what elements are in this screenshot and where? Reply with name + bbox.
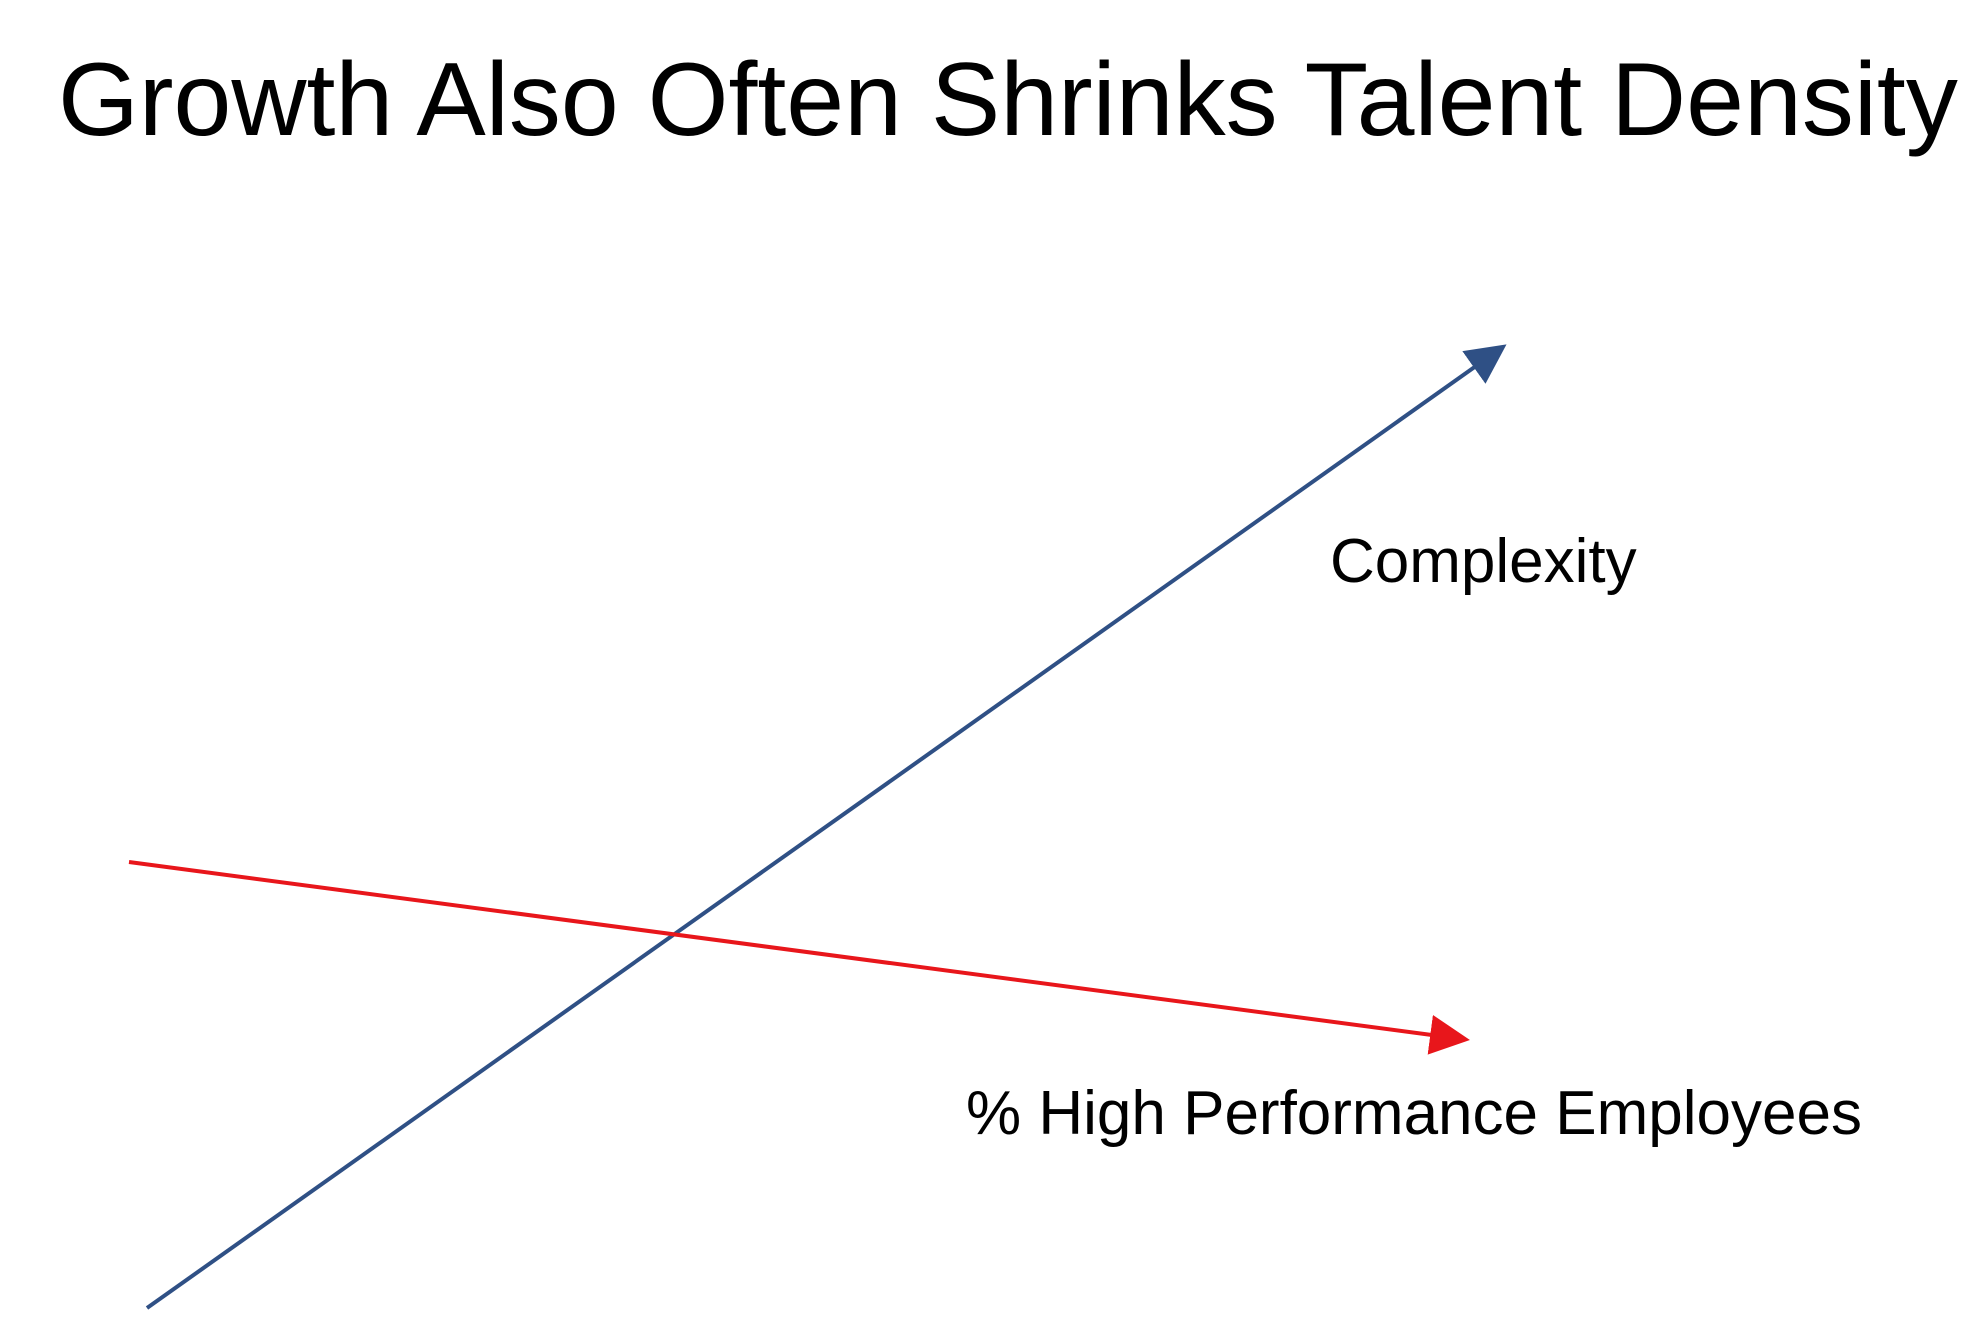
complexity-arrow (145, 344, 1507, 1310)
complexity-label: Complexity (1330, 527, 1637, 596)
high-performance-arrow (128, 860, 1470, 1055)
high-performance-label: % High Performance Employees (966, 1079, 1862, 1148)
slide-title: Growth Also Often Shrinks Talent Density (58, 42, 1958, 158)
